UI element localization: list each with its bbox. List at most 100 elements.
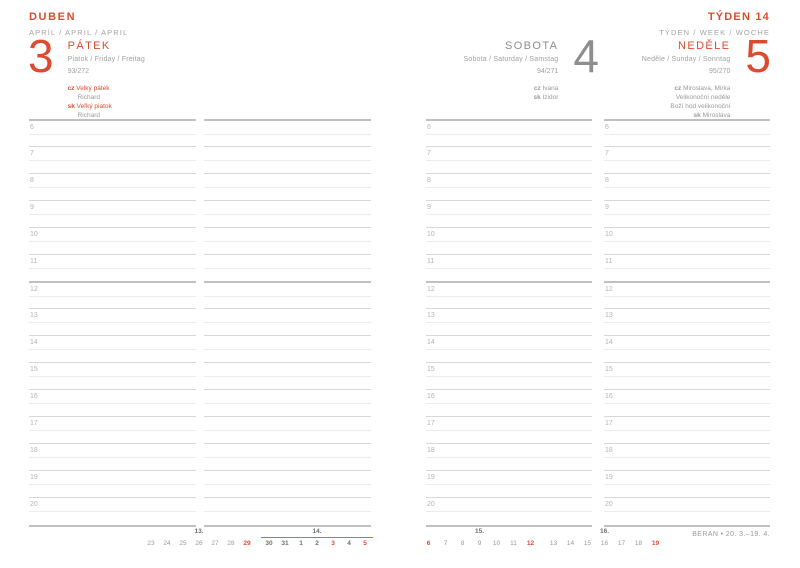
minical-week-label: 16. [599,528,610,535]
minical-day: 8 [460,540,465,547]
hour-row-16: 16 [29,389,196,416]
hour-row-18 [204,443,371,470]
minical-week-label: 13. [194,528,204,535]
half-hour-line [29,349,196,350]
half-hour-line [29,241,196,242]
day-ordinal-saturday: 94/271 [536,68,559,75]
hour-row-14 [204,335,371,362]
hour-row-19 [204,470,371,497]
week-subtitle: TÝDEN / WEEK / WOCHE [659,28,770,37]
hour-grid-sunday: 6 7 8 9 10 11 12 13 14 15 16 17 18 19 20 [604,119,770,527]
hour-row-7: 7 [426,146,592,173]
minical-day: 6 [426,540,431,547]
half-hour-line [426,187,592,188]
hour-label: 14 [605,339,613,346]
half-hour-line [29,214,196,215]
minical-day: 14 [566,540,575,547]
day-header-friday: 3 PÁTEK Piatok / Friday / Freitag 93/272… [28,33,145,120]
hour-label: 17 [605,420,613,427]
hour-label: 6 [427,124,431,131]
hour-row-20: 20 [29,497,196,524]
hour-row-13: 13 [604,308,770,335]
hour-row-6: 6 [29,119,196,146]
half-hour-line [204,376,371,377]
minical-day: 30 [265,540,273,547]
hour-row-13 [204,308,371,335]
hour-row-7: 7 [604,146,770,173]
hour-label: 9 [605,204,609,211]
half-hour-line [29,430,196,431]
month-title: DUBEN [29,11,77,23]
half-hour-line [426,349,592,350]
day-number-saturday: 4 [573,30,599,82]
minical-day: 2 [315,540,319,547]
half-hour-line [604,134,770,135]
hour-label: 10 [427,231,435,238]
hour-label: 16 [427,393,435,400]
lang-prefix: cz [67,85,77,92]
half-hour-line [426,268,592,269]
hour-grid-friday-right [204,119,371,527]
hour-row-9: 9 [29,200,196,227]
lang-prefix: cz [533,85,543,92]
hour-row-14: 14 [29,335,196,362]
day-title-friday: PÁTEK [67,40,111,52]
hour-row-9: 9 [604,200,770,227]
half-hour-line [426,160,592,161]
hour-row-18: 18 [604,443,770,470]
hour-row-13: 13 [29,308,196,335]
nameday-label: Velikonoční neděle [675,94,731,101]
hour-row-8: 8 [604,173,770,200]
minical-day: 19 [651,540,660,547]
hour-label: 15 [30,366,38,373]
minical-day: 9 [477,540,482,547]
half-hour-line [204,268,371,269]
nameday-label: sk Izidor [533,94,559,101]
minical-week-14: 14. 30 31 1 2 3 4 5 [261,528,373,547]
half-hour-line [29,376,196,377]
hour-row-12 [204,281,371,308]
hour-label: 6 [605,124,609,131]
day-header-saturday: SOBOTA Sobota / Saturday / Samstag 94/27… [464,30,599,102]
hour-label: 9 [427,204,431,211]
half-hour-line [604,484,770,485]
hour-row-20: 20 [604,497,770,524]
minical-days-row: 6 7 8 9 10 11 12 [420,537,539,547]
hour-row-10: 10 [29,227,196,254]
nameday-holiday-list-friday: cz Velký pátek Richard sk Veľký piatok Rich… [68,84,145,120]
minical-day: 4 [347,540,351,547]
hour-label: 20 [30,501,38,508]
hour-row-15: 15 [29,362,196,389]
day-info-friday: PÁTEK Piatok / Friday / Freitag 93/272 c… [68,36,145,120]
half-hour-line [29,160,196,161]
hour-label: 12 [427,286,435,293]
month-header: DUBEN APRÍL / APRIL / APRIL [29,11,128,37]
hour-label: 7 [605,150,609,157]
day-subtitle-friday: Piatok / Friday / Freitag [67,56,145,63]
minical-day: 7 [443,540,448,547]
minical-day: 24 [163,540,171,547]
hour-label: 18 [605,447,613,454]
hour-row-11: 11 [29,254,196,281]
half-hour-line [604,187,770,188]
hour-row-11 [204,254,371,281]
minical-days-row: 13 14 15 16 17 18 19 [545,537,664,547]
hour-row-14: 14 [426,335,592,362]
hour-label: 19 [30,474,38,481]
hour-row-19: 19 [426,470,592,497]
hour-row-17 [204,416,371,443]
hour-row-16: 16 [604,389,770,416]
hour-row-10: 10 [604,227,770,254]
hour-label: 19 [605,474,613,481]
hour-row-18: 18 [426,443,592,470]
hour-row-8 [204,173,371,200]
hour-grid-saturday: 6 7 8 9 10 11 12 13 14 15 16 17 18 19 20 [426,119,592,527]
half-hour-line [604,160,770,161]
half-hour-line [29,511,196,512]
lang-prefix: sk [533,94,543,101]
half-hour-line [29,134,196,135]
hour-label: 11 [427,258,435,265]
nameday-label: Richard [77,94,100,101]
nameday-label: Richard [77,112,100,119]
